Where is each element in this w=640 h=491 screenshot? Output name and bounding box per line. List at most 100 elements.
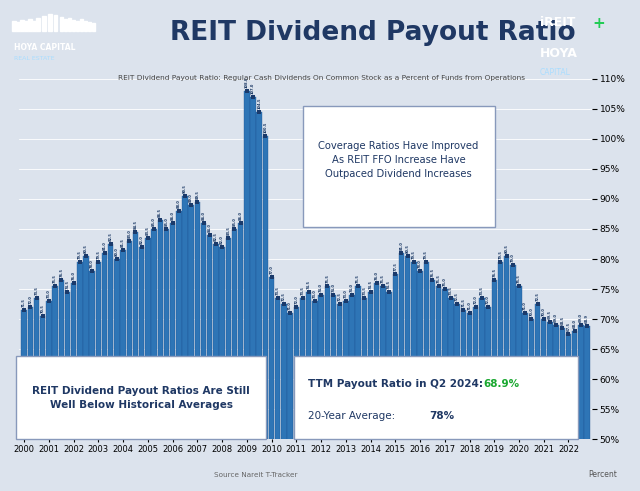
Bar (42, 16, 45, 31)
Bar (72, 20, 76, 31)
Text: 79.5: 79.5 (499, 250, 502, 259)
Bar (12, 21, 16, 31)
Bar (213, 244, 219, 491)
Text: +: + (593, 16, 605, 31)
Text: 70.0: 70.0 (529, 307, 533, 316)
Text: 72.5: 72.5 (282, 292, 286, 301)
Bar (387, 292, 392, 491)
Bar (473, 307, 479, 491)
Bar (170, 223, 175, 491)
Text: 86.0: 86.0 (239, 211, 243, 220)
Text: 20-Year Average:: 20-Year Average: (308, 411, 399, 421)
Text: 71.5: 71.5 (22, 298, 26, 307)
Bar (547, 322, 553, 491)
Text: 68.9%: 68.9% (483, 379, 519, 388)
Bar (300, 298, 305, 491)
Bar (380, 286, 386, 491)
Bar (262, 136, 268, 491)
Text: 76.5: 76.5 (60, 268, 63, 277)
Bar (324, 286, 330, 491)
Bar (151, 229, 157, 491)
Bar (80, 19, 83, 31)
Text: 75.0: 75.0 (443, 277, 447, 286)
Bar (510, 265, 516, 491)
Text: 78.0: 78.0 (418, 259, 422, 268)
Bar (492, 280, 497, 491)
Text: 80.0: 80.0 (115, 247, 119, 256)
Text: TTM Payout Ratio in Q2 2024:: TTM Payout Ratio in Q2 2024: (308, 379, 487, 388)
Bar (83, 256, 89, 491)
Text: 80.5: 80.5 (406, 244, 410, 253)
Bar (176, 211, 182, 491)
Bar (287, 313, 293, 491)
Bar (294, 307, 299, 491)
Text: 76.0: 76.0 (375, 271, 379, 280)
FancyBboxPatch shape (17, 356, 266, 439)
Bar (541, 319, 547, 491)
Bar (58, 280, 64, 491)
Bar (95, 262, 101, 491)
FancyBboxPatch shape (303, 106, 495, 226)
Text: 82.5: 82.5 (214, 232, 218, 241)
Text: 69.5: 69.5 (548, 310, 552, 319)
Text: 74.0: 74.0 (350, 283, 354, 292)
Bar (250, 97, 256, 491)
Text: 71.0: 71.0 (523, 301, 527, 310)
Bar (36, 18, 40, 31)
Text: 77.5: 77.5 (394, 262, 397, 271)
Bar (120, 250, 126, 491)
Bar (554, 325, 559, 491)
Bar (28, 19, 32, 31)
Text: 90.5: 90.5 (183, 184, 187, 193)
Text: 104.5: 104.5 (257, 97, 261, 109)
Text: 80.5: 80.5 (84, 244, 88, 253)
Text: 88.0: 88.0 (177, 199, 180, 208)
Text: 80.5: 80.5 (504, 244, 509, 253)
Text: REAL ESTATE: REAL ESTATE (14, 56, 55, 61)
Text: 89.5: 89.5 (195, 190, 199, 199)
Text: 71.5: 71.5 (461, 298, 465, 307)
Bar (127, 241, 132, 491)
Bar (584, 326, 590, 491)
Bar (485, 307, 491, 491)
Bar (225, 238, 231, 491)
Bar (46, 301, 52, 491)
Text: 79.5: 79.5 (424, 250, 428, 259)
Text: 72.0: 72.0 (294, 295, 298, 304)
Bar (355, 286, 361, 491)
Text: 107.0: 107.0 (251, 82, 255, 94)
Text: 82.0: 82.0 (140, 235, 143, 244)
Text: 73.0: 73.0 (313, 289, 317, 298)
Bar (429, 280, 435, 491)
Bar (572, 331, 577, 491)
Text: 89.0: 89.0 (189, 193, 193, 202)
Text: 84.5: 84.5 (134, 220, 138, 229)
Text: 69.0: 69.0 (579, 313, 583, 322)
Bar (60, 17, 63, 31)
Bar (132, 232, 138, 491)
Text: 85.0: 85.0 (232, 217, 236, 226)
Text: 81.0: 81.0 (102, 241, 107, 250)
Text: 70.5: 70.5 (41, 304, 45, 313)
Bar (207, 235, 212, 491)
Text: 73.0: 73.0 (344, 289, 348, 298)
Text: 85.0: 85.0 (164, 217, 168, 226)
Bar (467, 313, 472, 491)
Text: 69.0: 69.0 (554, 313, 558, 322)
Text: 74.0: 74.0 (319, 283, 323, 292)
Text: 74.0: 74.0 (332, 283, 335, 292)
Bar (88, 23, 92, 31)
FancyBboxPatch shape (294, 356, 578, 439)
Text: 73.5: 73.5 (449, 286, 453, 295)
Text: HOYA CAPITAL: HOYA CAPITAL (14, 43, 76, 52)
Bar (331, 295, 336, 491)
Text: 81.5: 81.5 (121, 238, 125, 247)
Text: 73.5: 73.5 (276, 286, 280, 295)
Text: 82.0: 82.0 (220, 235, 224, 244)
Bar (461, 310, 466, 491)
Bar (306, 292, 312, 491)
Text: 73.5: 73.5 (301, 286, 305, 295)
Bar (40, 316, 45, 491)
Bar (424, 262, 429, 491)
Bar (54, 15, 58, 31)
